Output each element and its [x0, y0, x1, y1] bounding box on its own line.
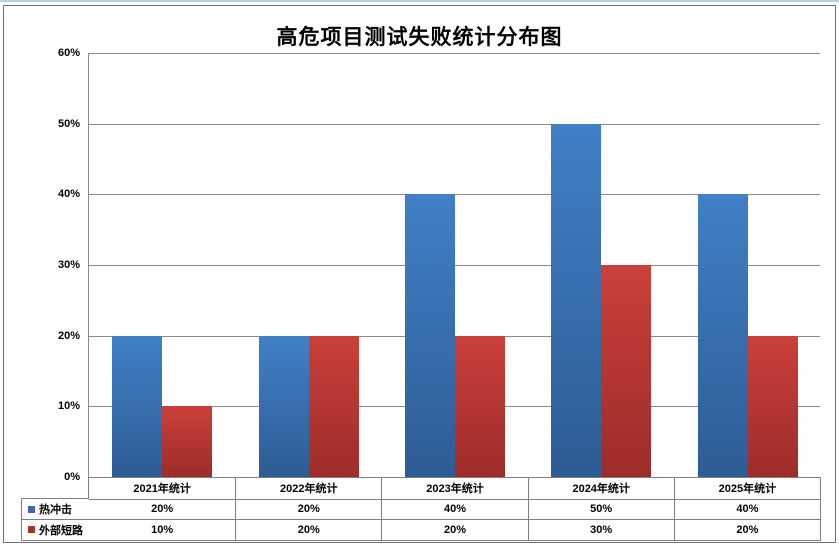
y-tick-label-30%: 30% — [57, 259, 80, 271]
data-table: 2021年统计 2022年统计 2023年统计 2024年统计 2025年统计 20% 20… — [88, 477, 821, 541]
top-divider-line — [0, 0, 839, 2]
table-value-外部短路-2025年统计: 20% — [673, 519, 820, 540]
y-tick-label-10%: 10% — [57, 400, 80, 413]
legend: 热冲击 外部短路 — [21, 498, 89, 541]
table-value-热冲击-2025年统计: 40% — [673, 498, 820, 520]
y-tick-label-0%: 0% — [64, 471, 80, 483]
bar-热冲击-2025年统计[interactable] — [697, 194, 748, 477]
bar-外部短路-2022年统计[interactable] — [308, 335, 359, 477]
gridline-50 — [89, 123, 820, 125]
table-value-外部短路-2021年统计: 10% — [89, 519, 236, 540]
bar-外部短路-2023年统计[interactable] — [455, 335, 505, 477]
y-tick-label-40%: 40% — [57, 188, 80, 201]
category-header-2021年统计: 2021年统计 — [133, 483, 191, 496]
legend-label: 外部短路 — [39, 524, 83, 537]
legend-swatch-icon — [28, 526, 35, 533]
category-header-2022年统计: 2022年统计 — [235, 478, 381, 499]
chart-title: 高危项目测试失败统计分布图 — [276, 26, 563, 49]
y-tick-label-20%: 20% — [57, 329, 80, 342]
bar-热冲击-2023年统计[interactable] — [405, 194, 455, 477]
table-value-热冲击-2021年统计: 20% — [89, 498, 236, 520]
table-value-热冲击-2024年统计: 50% — [527, 498, 674, 520]
table-value-外部短路-2023年统计: 20% — [381, 519, 528, 540]
legend-swatch-icon — [28, 505, 35, 513]
plot-area — [88, 53, 820, 477]
legend-label: 热冲击 — [39, 504, 72, 516]
table-value-热冲击-2022年统计: 20% — [235, 498, 382, 520]
bar-热冲击-2022年统计[interactable] — [258, 335, 309, 477]
bar-热冲击-2024年统计[interactable] — [551, 123, 602, 477]
y-tick-label-50%: 50% — [57, 117, 80, 130]
category-header-2023年统计: 2023年统计 — [381, 478, 527, 499]
bar-外部短路-2024年统计[interactable] — [601, 265, 652, 477]
gridline-60 — [89, 53, 820, 54]
legend-item-热冲击[interactable]: 热冲击 — [22, 499, 89, 519]
category-header-2024年统计: 2024年统计 — [527, 478, 674, 499]
y-tick-label-60%: 60% — [57, 47, 80, 59]
bar-外部短路-2025年统计[interactable] — [747, 335, 798, 477]
bar-热冲击-2021年统计[interactable] — [112, 335, 163, 477]
table-value-外部短路-2022年统计: 20% — [235, 519, 382, 540]
table-value-热冲击-2023年统计: 40% — [381, 498, 528, 520]
bar-外部短路-2021年统计[interactable] — [162, 406, 213, 477]
category-header-2025年统计: 2025年统计 — [673, 478, 820, 499]
table-value-外部短路-2024年统计: 30% — [527, 519, 674, 540]
legend-item-外部短路[interactable]: 外部短路 — [22, 519, 89, 539]
